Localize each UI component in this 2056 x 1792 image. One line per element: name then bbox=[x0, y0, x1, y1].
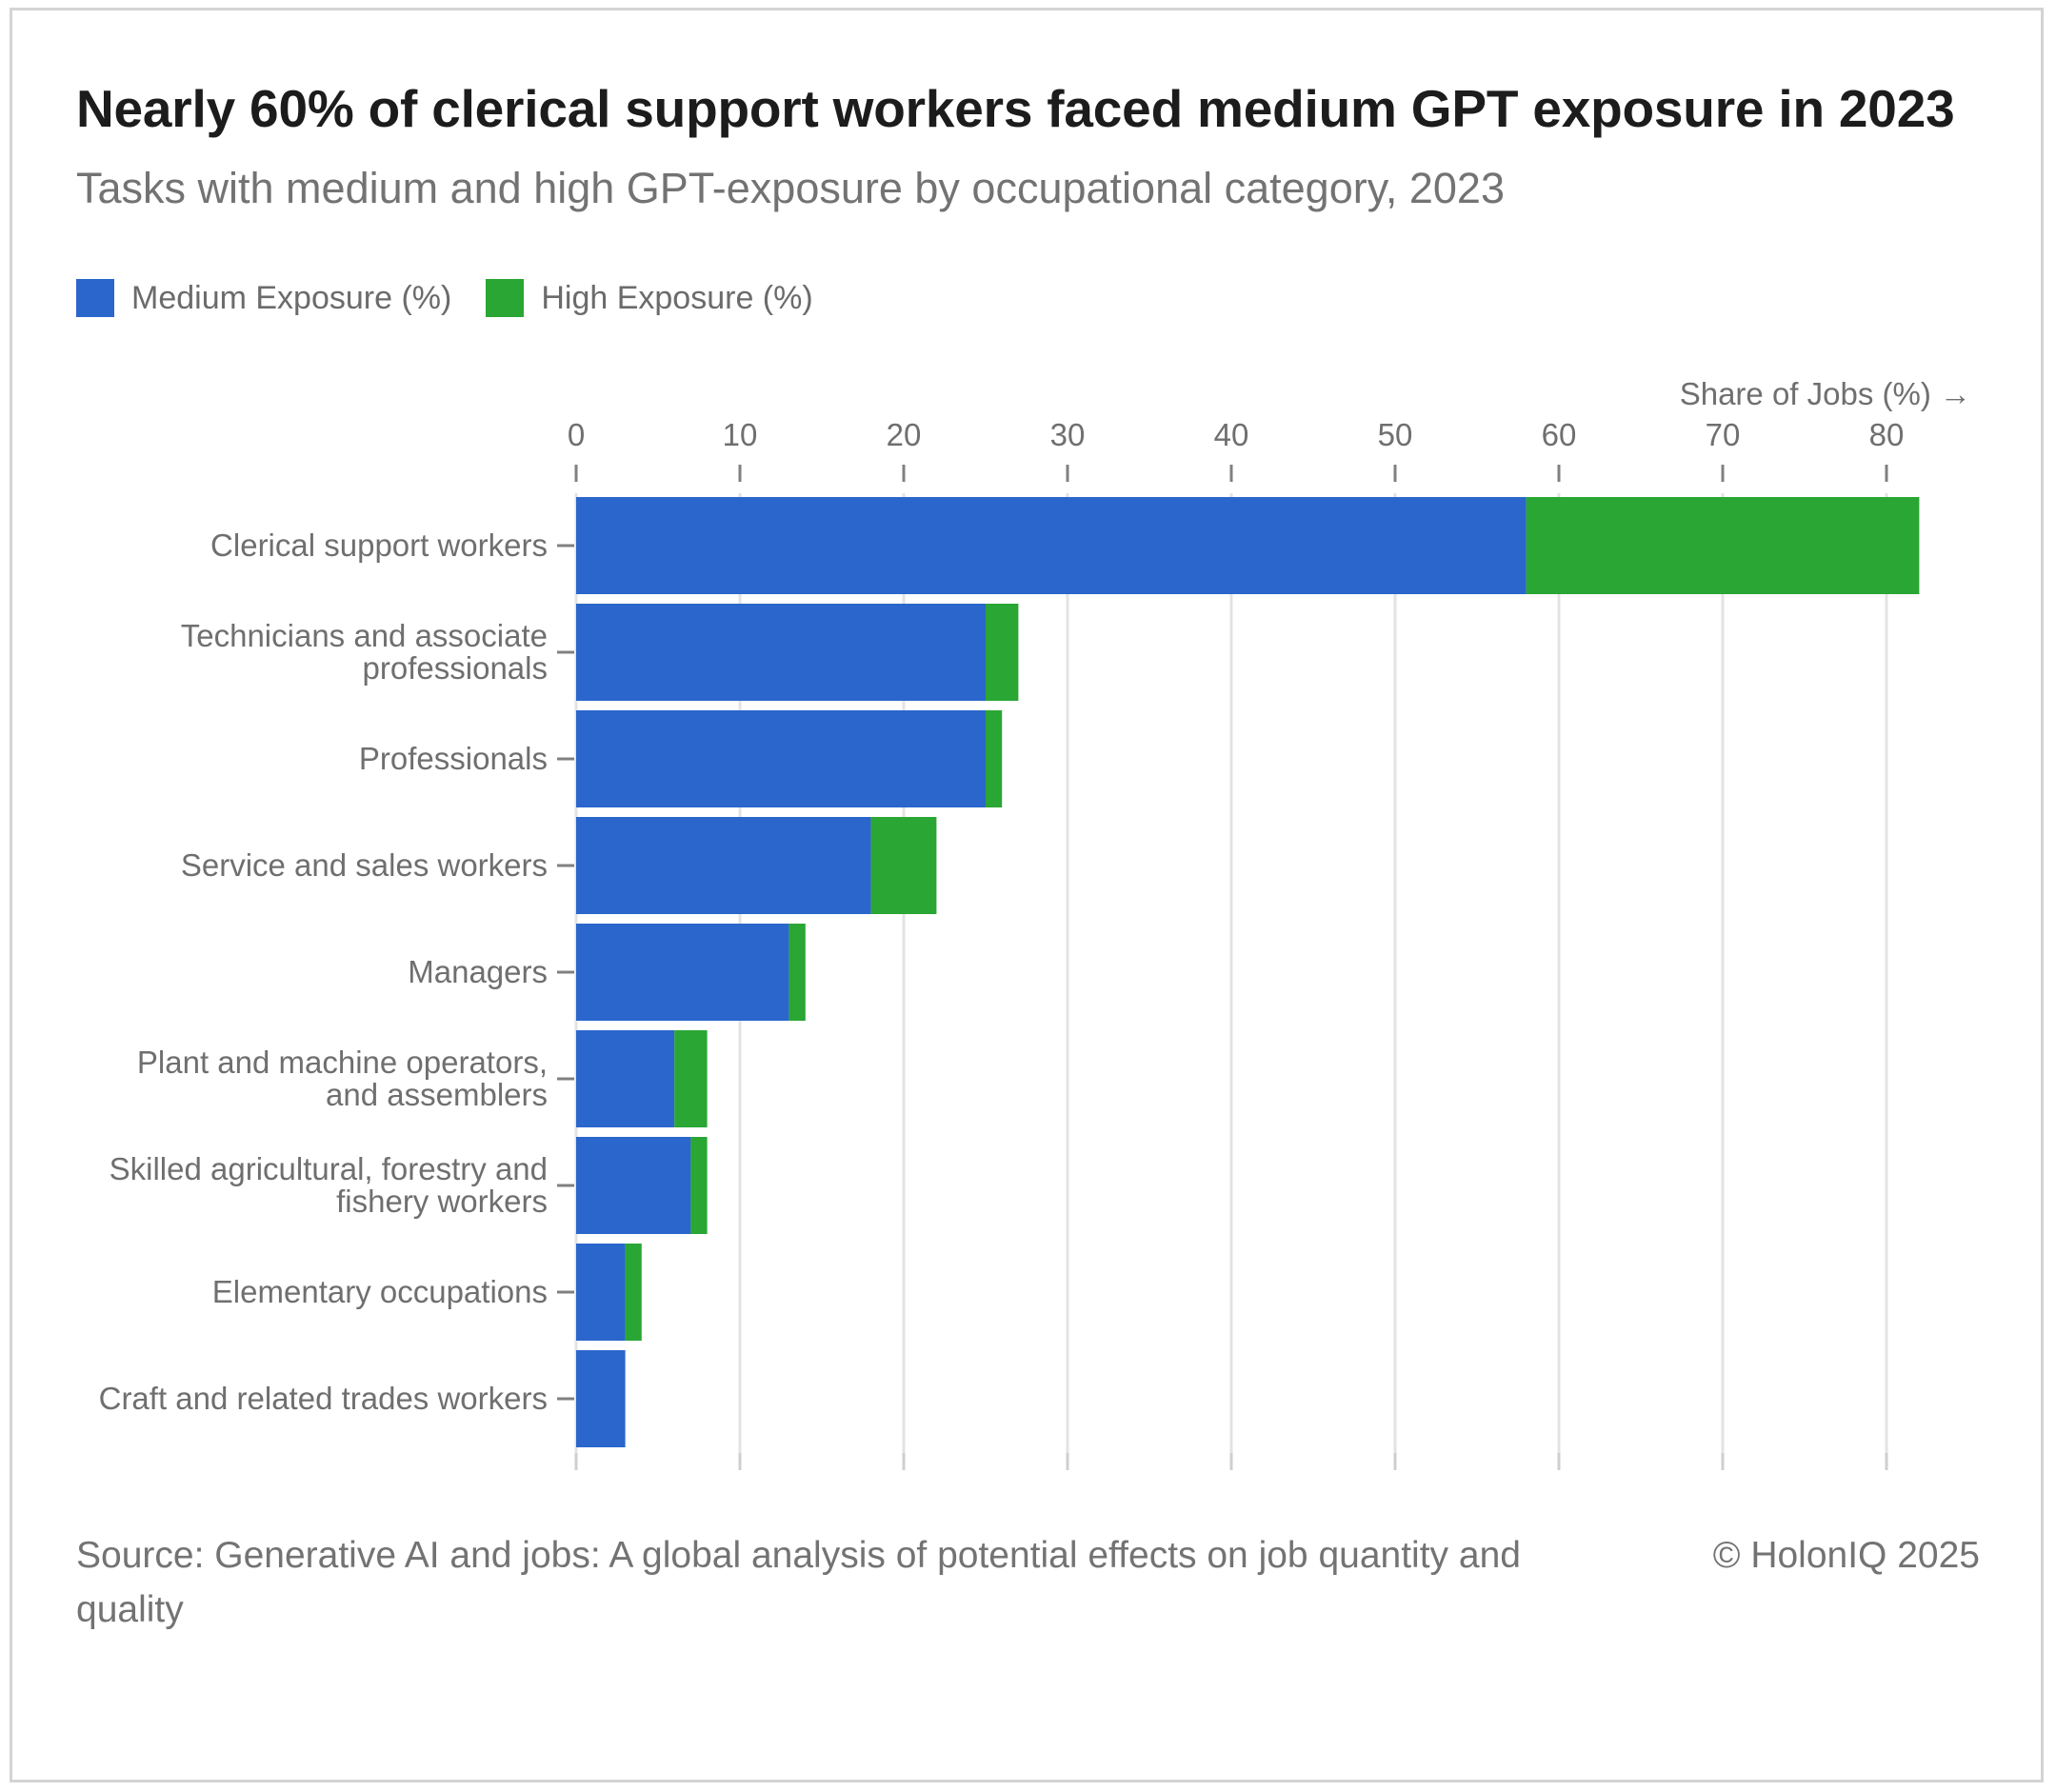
x-tick-label-80: 80 bbox=[1869, 417, 1905, 452]
bar-medium-6 bbox=[576, 1137, 691, 1234]
x-tick-label-40: 40 bbox=[1214, 417, 1249, 452]
y-category-label-4: Managers bbox=[408, 954, 548, 989]
chart-title: Nearly 60% of clerical support workers f… bbox=[76, 79, 1955, 138]
legend-swatch-high bbox=[486, 279, 525, 317]
y-category-label-2: Professionals bbox=[359, 741, 548, 776]
bar-high-6 bbox=[690, 1137, 708, 1234]
y-category-label-line: Craft and related trades workers bbox=[99, 1381, 548, 1416]
x-tick-label-0: 0 bbox=[568, 417, 585, 452]
y-category-label-line: Clerical support workers bbox=[210, 528, 548, 563]
y-category-label-line: Elementary occupations bbox=[212, 1274, 548, 1309]
y-category-label-8: Craft and related trades workers bbox=[99, 1381, 548, 1416]
bar-high-0 bbox=[1526, 497, 1920, 594]
y-category-label-line: Service and sales workers bbox=[181, 847, 548, 883]
bar-high-4 bbox=[788, 924, 806, 1021]
y-category-label-6: Skilled agricultural, forestry and fisher… bbox=[110, 1151, 548, 1219]
bar-high-5 bbox=[674, 1030, 708, 1127]
bar-medium-3 bbox=[576, 817, 871, 914]
x-tick-label-20: 20 bbox=[887, 417, 922, 452]
y-category-label-line: Professionals bbox=[359, 741, 548, 776]
legend-swatch-medium bbox=[76, 279, 114, 317]
y-category-label-7: Elementary occupations bbox=[212, 1274, 548, 1309]
bar-medium-0 bbox=[576, 497, 1527, 594]
bar-medium-1 bbox=[576, 604, 986, 701]
y-category-label-5: Plant and machine operators, and assemble… bbox=[137, 1045, 548, 1112]
source-note: Source: Generative AI and jobs: A global… bbox=[76, 1535, 1521, 1630]
bar-medium-2 bbox=[576, 710, 986, 807]
bar-high-3 bbox=[870, 817, 937, 914]
bar-high-7 bbox=[625, 1244, 642, 1341]
y-category-label-3: Service and sales workers bbox=[181, 847, 548, 883]
chart-legend: Medium Exposure (%) High Exposure (%) bbox=[76, 279, 848, 317]
y-category-label-line: Technicians and associate bbox=[181, 618, 548, 653]
legend-label-medium: Medium Exposure (%) bbox=[131, 279, 452, 316]
x-tick-label-50: 50 bbox=[1378, 417, 1413, 452]
x-tick-label-10: 10 bbox=[723, 417, 758, 452]
y-category-label-1: Technicians and associate professionals bbox=[181, 618, 548, 686]
legend-item-medium[interactable]: Medium Exposure (%) bbox=[76, 279, 451, 317]
bar-medium-7 bbox=[576, 1244, 626, 1341]
stacked-bar-chart: 0 10 20 30 40 50 60 70 80 Share of Jobs (%) → Cler… bbox=[99, 376, 1971, 1470]
bar-high-2 bbox=[986, 710, 1003, 807]
bar-medium-5 bbox=[576, 1030, 675, 1127]
x-tick-label-60: 60 bbox=[1542, 417, 1577, 452]
legend-item-high[interactable]: High Exposure (%) bbox=[486, 279, 813, 317]
y-category-label-line: Plant and machine operators, bbox=[137, 1045, 548, 1080]
y-category-label-line: and assemblers bbox=[326, 1077, 548, 1112]
x-tick-label-30: 30 bbox=[1050, 417, 1086, 452]
y-category-label-line: professionals bbox=[363, 650, 548, 686]
bar-medium-8 bbox=[576, 1350, 626, 1447]
y-category-label-line: Skilled agricultural, forestry and bbox=[110, 1151, 548, 1186]
legend-label-high: High Exposure (%) bbox=[541, 279, 813, 316]
copyright-note: © HolonIQ 2025 bbox=[1712, 1535, 1980, 1576]
x-tick-label-70: 70 bbox=[1706, 417, 1741, 452]
chart-card bbox=[10, 8, 2044, 1782]
y-category-label-line: Managers bbox=[408, 954, 548, 989]
chart-subtitle: Tasks with medium and high GPT-exposure … bbox=[76, 164, 1505, 212]
y-category-label-line: fishery workers bbox=[336, 1184, 548, 1219]
x-axis-title: Share of Jobs (%) → bbox=[1680, 376, 1971, 411]
y-category-label-0: Clerical support workers bbox=[210, 528, 548, 563]
bar-medium-4 bbox=[576, 924, 789, 1021]
bar-high-1 bbox=[986, 604, 1019, 701]
